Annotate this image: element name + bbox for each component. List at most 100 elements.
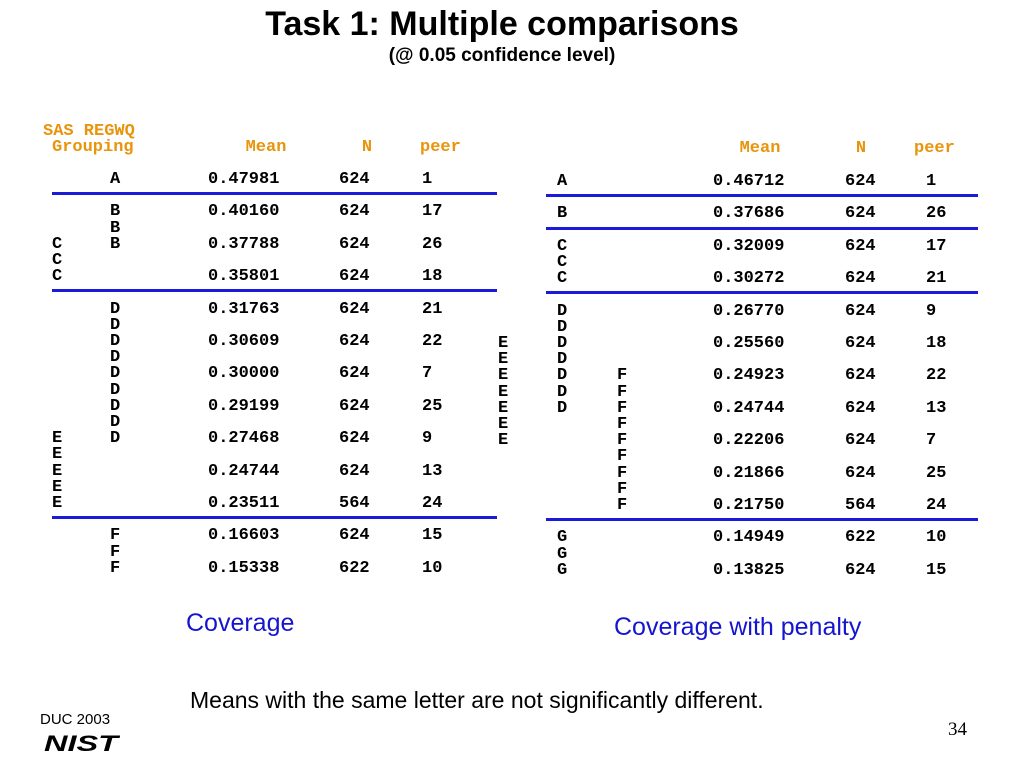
right-group-letter-2: G [557, 544, 568, 564]
left-n-cell: 622 [339, 558, 370, 578]
right-n-cell: 624 [845, 463, 876, 483]
right-n-cell: 624 [845, 431, 876, 451]
right-n-cell: 624 [845, 334, 876, 353]
left-mean-cell: 0.30609 [208, 332, 280, 351]
left-n-cell: 624 [339, 234, 370, 254]
right-group-separator [546, 194, 978, 198]
right-n-cell: 564 [845, 496, 876, 515]
left-group-letter-2: D [110, 315, 121, 335]
right-peer-cell: 1 [926, 172, 937, 191]
left-group-letter-1: E [52, 477, 63, 497]
right-n-cell: 624 [845, 269, 876, 289]
left-mean-header: Mean [245, 138, 287, 157]
right-n-cell: 624 [845, 398, 876, 418]
right-group-letter-2: G [557, 560, 568, 580]
left-mean-cell: 0.40160 [208, 202, 280, 222]
left-grouping-header-2: Grouping [52, 138, 134, 157]
right-n-cell: 624 [845, 172, 876, 191]
right-peer-header: peer [914, 139, 955, 158]
right-n-cell: 624 [845, 301, 876, 321]
right-n-cell: 624 [845, 204, 876, 224]
right-group-letter-1: E [498, 366, 509, 386]
right-group-letter-3: F [617, 479, 628, 499]
right-group-letter-3: F [617, 463, 628, 483]
left-grouping-header-1: SAS REGWQ [43, 122, 135, 141]
left-peer-cell: 13 [422, 461, 443, 481]
right-peer-cell: 10 [926, 528, 947, 548]
left-group-letter-2: D [110, 413, 121, 432]
left-mean-cell: 0.30000 [208, 364, 280, 384]
left-group-letter-2: D [110, 299, 121, 319]
right-peer-cell: 18 [926, 334, 947, 353]
left-peer-cell: 21 [422, 299, 443, 319]
left-peer-cell: 1 [422, 170, 433, 189]
right-n-cell: 624 [845, 366, 876, 386]
left-group-letter-2: F [110, 542, 121, 562]
left-group-separator [52, 192, 497, 196]
right-mean-cell: 0.32009 [713, 236, 785, 256]
right-group-separator [546, 291, 978, 295]
right-peer-cell: 25 [926, 463, 947, 483]
right-mean-cell: 0.14949 [713, 528, 785, 548]
left-peer-cell: 24 [422, 494, 443, 513]
left-group-letter-2: A [110, 170, 121, 189]
right-n-cell: 622 [845, 528, 876, 548]
conference-label: DUC 2003 [40, 711, 111, 728]
left-group-letter-1: E [52, 494, 63, 513]
left-group-letter-2: D [110, 396, 121, 416]
right-table-caption: Coverage with penalty [614, 613, 862, 641]
left-peer-cell: 17 [422, 202, 443, 222]
left-n-cell: 624 [339, 267, 370, 287]
right-mean-cell: 0.13825 [713, 560, 785, 580]
left-peer-cell: 10 [422, 558, 443, 578]
left-group-letter-1: E [52, 461, 63, 481]
left-mean-cell: 0.37788 [208, 234, 280, 254]
right-group-letter-3: F [617, 415, 628, 434]
right-group-letter-3: F [617, 431, 628, 451]
left-n-cell: 624 [339, 332, 370, 351]
left-group-letter-1: C [52, 267, 63, 287]
left-peer-cell: 7 [422, 364, 433, 384]
right-group-letter-2: C [557, 269, 568, 289]
left-peer-cell: 22 [422, 332, 443, 351]
left-group-letter-2: D [110, 348, 121, 368]
left-mean-cell: 0.35801 [208, 267, 280, 287]
right-group-letter-3: F [617, 496, 628, 515]
right-n-header: N [855, 139, 867, 158]
right-mean-cell: 0.26770 [713, 301, 785, 321]
left-group-letter-2: D [110, 380, 121, 400]
right-group-letter-2: B [557, 204, 568, 224]
left-peer-cell: 9 [422, 429, 433, 449]
right-mean-header: Mean [739, 139, 781, 158]
right-group-letter-2: D [557, 350, 568, 370]
right-group-letter-1: E [498, 415, 509, 434]
left-n-header: N [361, 138, 373, 157]
left-group-letter-2: F [110, 558, 121, 578]
right-peer-cell: 24 [926, 496, 947, 515]
left-n-cell: 624 [339, 429, 370, 449]
left-group-letter-2: D [110, 364, 121, 384]
left-mean-cell: 0.29199 [208, 396, 280, 416]
left-group-letter-1: C [52, 251, 63, 270]
right-group-letter-3: F [617, 398, 628, 418]
right-peer-cell: 17 [926, 236, 947, 256]
left-group-letter-1: C [52, 234, 63, 254]
right-mean-cell: 0.30272 [713, 269, 785, 289]
right-mean-cell: 0.25560 [713, 334, 785, 353]
slide-title: Task 1: Multiple comparisons [265, 5, 739, 43]
nist-logo-text: NIST [44, 732, 120, 754]
right-peer-cell: 26 [926, 204, 947, 224]
left-mean-cell: 0.15338 [208, 558, 280, 578]
left-n-cell: 624 [339, 461, 370, 481]
left-n-cell: 624 [339, 202, 370, 222]
right-group-letter-3: F [617, 447, 628, 467]
right-mean-cell: 0.24923 [713, 366, 785, 386]
left-mean-cell: 0.31763 [208, 299, 280, 319]
left-group-letter-2: D [110, 429, 121, 449]
left-mean-cell: 0.16603 [208, 526, 280, 546]
footnote: Means with the same letter are not signi… [190, 687, 764, 713]
left-mean-cell: 0.27468 [208, 429, 280, 449]
slide-subtitle: (@ 0.05 confidence level) [388, 45, 616, 66]
left-group-letter-2: B [110, 218, 121, 238]
left-mean-cell: 0.23511 [208, 494, 280, 513]
